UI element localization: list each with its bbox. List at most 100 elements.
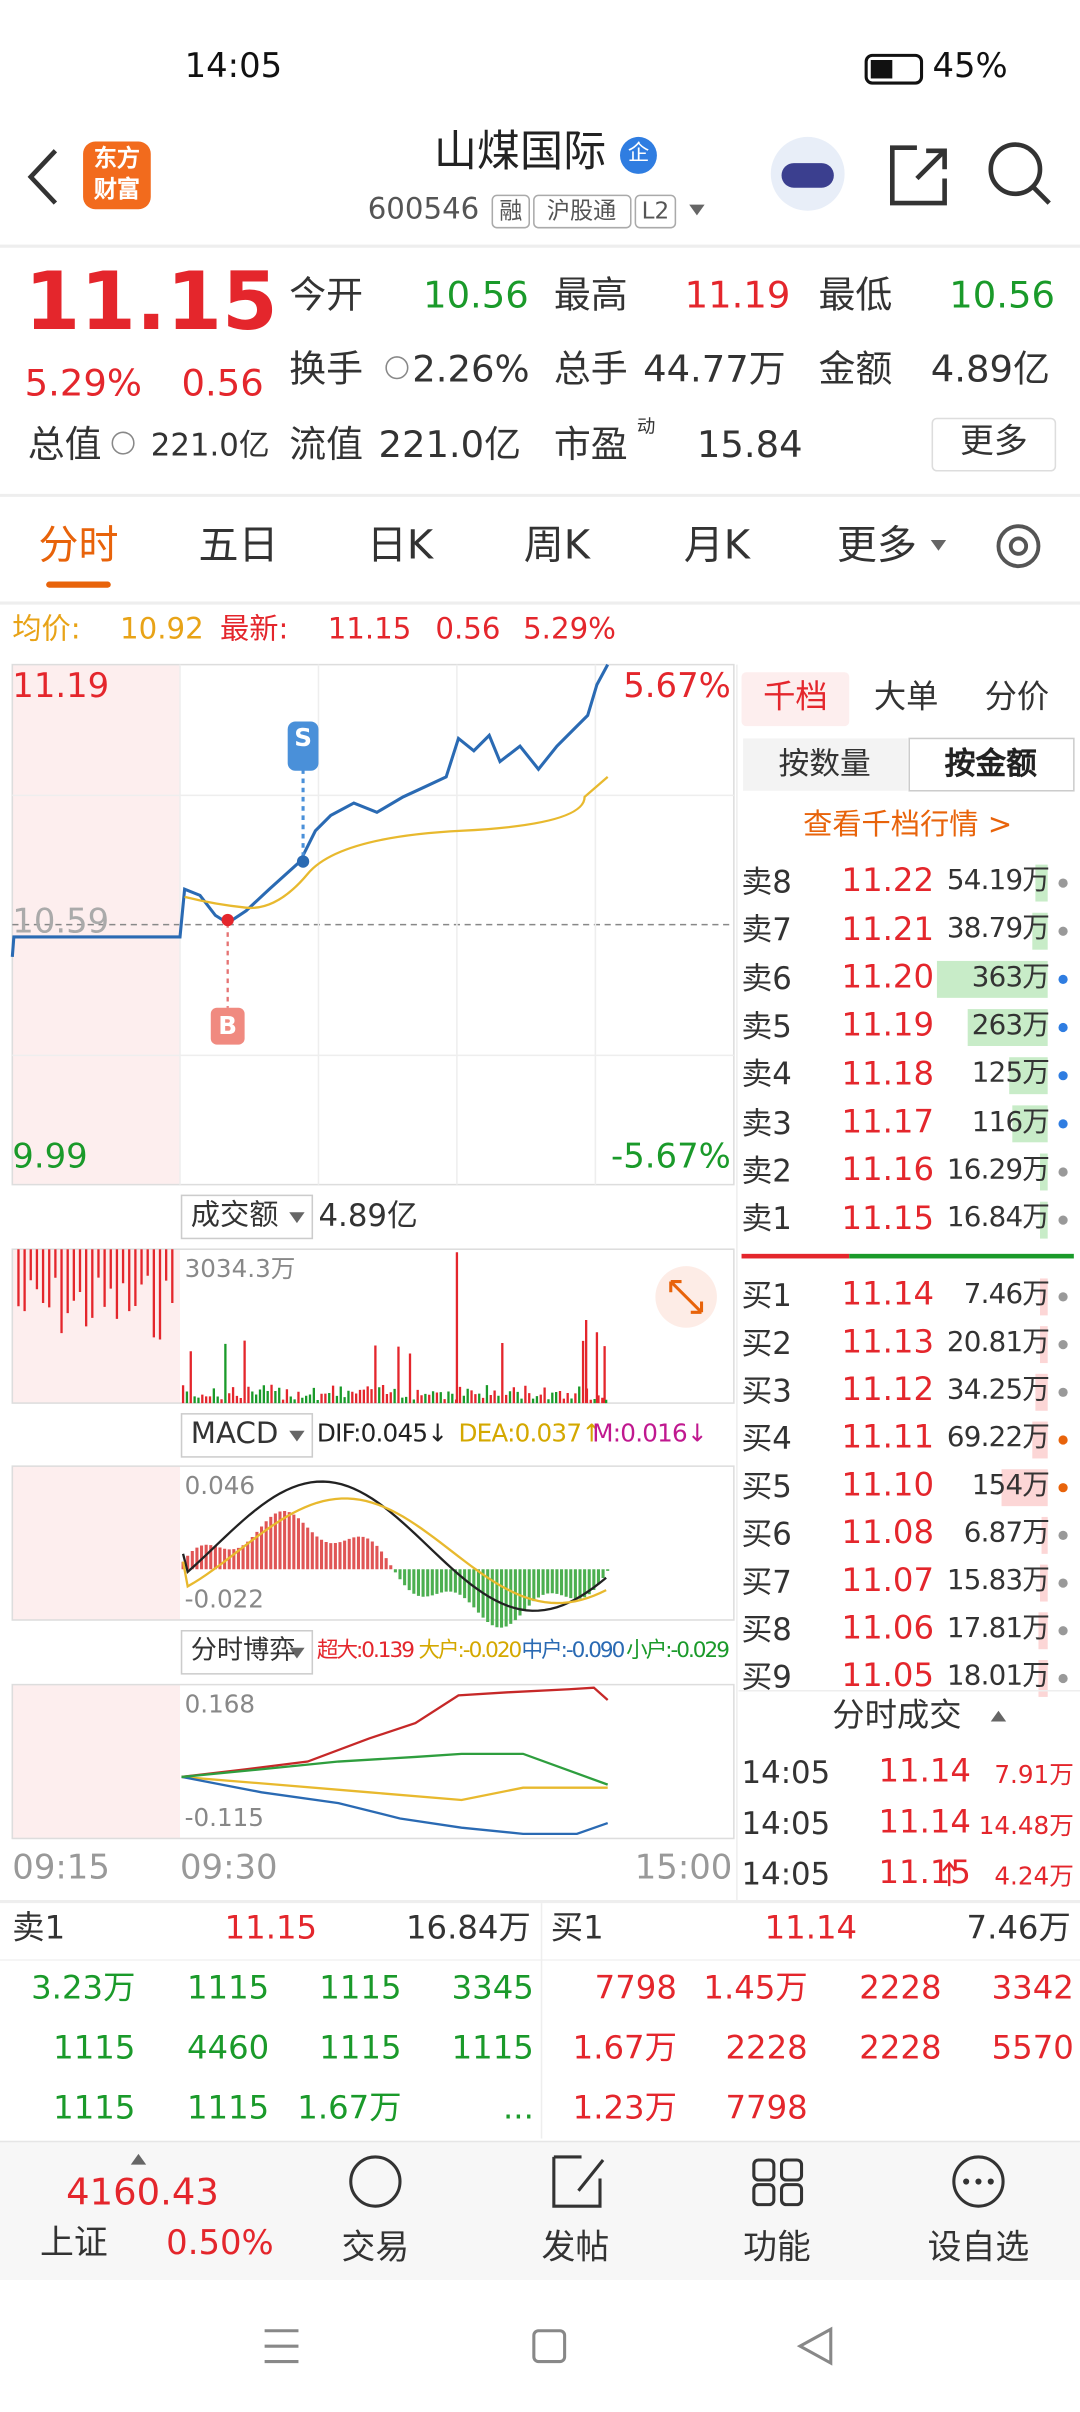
- level-price: 11.11: [841, 1419, 935, 1457]
- mode-button[interactable]: [743, 738, 908, 791]
- footer-item[interactable]: 发帖: [541, 2229, 610, 2268]
- macd-selector[interactable]: MACD: [190, 1416, 279, 1451]
- depth-order: 1115: [53, 2029, 136, 2067]
- share-icon[interactable]: [889, 145, 947, 206]
- book-divider: [741, 1253, 850, 1259]
- index-value[interactable]: 4160.43: [66, 2170, 219, 2214]
- chart-tab[interactable]: 日K: [366, 522, 434, 569]
- level-amount: 34.25万: [946, 1373, 1050, 1407]
- more-button-label[interactable]: 更多: [959, 422, 1028, 462]
- active-tab: [741, 672, 850, 727]
- back-button[interactable]: [27, 149, 58, 205]
- dif-line: [181, 1480, 607, 1612]
- watch-dot: [975, 2178, 982, 2185]
- stock-tag: 沪股通: [546, 196, 617, 225]
- trades-title[interactable]: 分时成交: [832, 1697, 962, 1735]
- settings-icon[interactable]: [996, 524, 1041, 569]
- level-label: 买1: [741, 1276, 792, 1314]
- book-tab[interactable]: 大单: [873, 679, 939, 717]
- level-price: 11.22: [841, 862, 935, 900]
- level-label: 买3: [741, 1372, 792, 1410]
- mode-button[interactable]: [908, 737, 1075, 792]
- trade-amount: 14.48万: [978, 1811, 1074, 1841]
- book-tab[interactable]: 分价: [984, 679, 1050, 717]
- depth-order: 1.67万: [572, 2029, 677, 2067]
- average-line: [184, 776, 609, 910]
- trade-price: 11.14: [878, 1803, 971, 1841]
- depth-order: ...: [503, 2089, 534, 2127]
- selector-box[interactable]: [180, 1194, 314, 1240]
- game-medium: 中户:-0.090: [521, 1638, 626, 1664]
- footer-item[interactable]: 设自选: [927, 2229, 1030, 2268]
- stock-tag: L2: [641, 196, 670, 225]
- level-label: 卖7: [741, 911, 792, 949]
- level-label: 买2: [741, 1324, 792, 1362]
- field-value: 44.77万: [643, 347, 786, 391]
- book-tab[interactable]: 千档: [763, 679, 828, 717]
- search-icon[interactable]: [988, 142, 1043, 197]
- pre-market-zone: [12, 1466, 180, 1620]
- chart-tab[interactable]: 五日: [198, 522, 279, 569]
- pre-market-zone: [12, 1684, 180, 1839]
- level-label: 卖1: [741, 1200, 792, 1238]
- footer-item[interactable]: 功能: [743, 2229, 811, 2268]
- level-label: 卖6: [741, 959, 792, 997]
- index-change: 0.50%: [166, 2224, 274, 2263]
- level-price: 11.13: [841, 1323, 935, 1361]
- game-super: 超大:0.139: [316, 1638, 415, 1664]
- tag-box: [491, 194, 530, 229]
- buy-marker-label: B: [218, 1011, 238, 1041]
- caret: [130, 2153, 147, 2165]
- depth-price: 11.14: [764, 1909, 858, 1947]
- volume-selector[interactable]: 成交额: [190, 1197, 279, 1232]
- level-amount: 20.81万: [946, 1326, 1050, 1359]
- level-price: 11.18: [841, 1054, 935, 1092]
- uptick-arrow: [942, 1861, 957, 1887]
- caret: [289, 1212, 305, 1224]
- watch-icon[interactable]: [952, 2155, 1005, 2208]
- depth-bar: [1038, 1659, 1048, 1697]
- level-price: 11.05: [841, 1657, 935, 1693]
- price-line: [10, 663, 610, 958]
- footer-item[interactable]: 交易: [341, 2229, 410, 2268]
- depth-label: 卖1: [12, 1909, 66, 1947]
- tag-box: [634, 194, 677, 229]
- level-price: 11.15: [841, 1199, 935, 1237]
- avg-price: 10.92: [119, 611, 204, 646]
- size-dot: [1058, 1626, 1068, 1636]
- book-link[interactable]: 查看千档行情 >: [803, 806, 1013, 841]
- dea-line: [181, 1497, 607, 1605]
- chart-tab[interactable]: 分时: [38, 522, 119, 569]
- nav-home[interactable]: [532, 2329, 567, 2364]
- logo-text: 东方: [93, 144, 141, 172]
- level-amount: 17.81万: [946, 1612, 1050, 1645]
- tag-box: [533, 194, 632, 229]
- chart-tab[interactable]: 月K: [683, 522, 751, 569]
- trade-icon[interactable]: [349, 2155, 402, 2208]
- selector-box[interactable]: [180, 1629, 314, 1675]
- level-amount: 116万: [971, 1105, 1050, 1138]
- info-icon: [111, 431, 135, 455]
- field-label: 金额: [818, 347, 893, 391]
- latest-change-percent: 5.29%: [523, 611, 616, 646]
- mode-label[interactable]: 按金额: [944, 744, 1037, 782]
- level-label: 卖5: [741, 1007, 792, 1045]
- change: 0.56: [181, 361, 264, 405]
- mode-label[interactable]: 按数量: [778, 744, 871, 782]
- level-amount: 125万: [971, 1057, 1050, 1090]
- selector-box[interactable]: [180, 1413, 314, 1458]
- depth-order: 1.45万: [703, 1969, 808, 2007]
- nav-menu[interactable]: [264, 2329, 299, 2364]
- axis-low-percent: -5.67%: [611, 1138, 731, 1177]
- nav-back[interactable]: [796, 2326, 833, 2366]
- size-dot: [1058, 974, 1068, 984]
- level-amount: 18.01万: [946, 1660, 1050, 1693]
- settings-core: [1008, 536, 1029, 556]
- chart-tab[interactable]: 周K: [523, 522, 591, 569]
- depth-order: 3342: [991, 1969, 1074, 2007]
- more-button[interactable]: [931, 417, 1057, 472]
- depth-bar: [936, 960, 1048, 998]
- game-selector[interactable]: 分时博弈: [190, 1634, 296, 1666]
- chart-tab[interactable]: 更多: [836, 522, 917, 569]
